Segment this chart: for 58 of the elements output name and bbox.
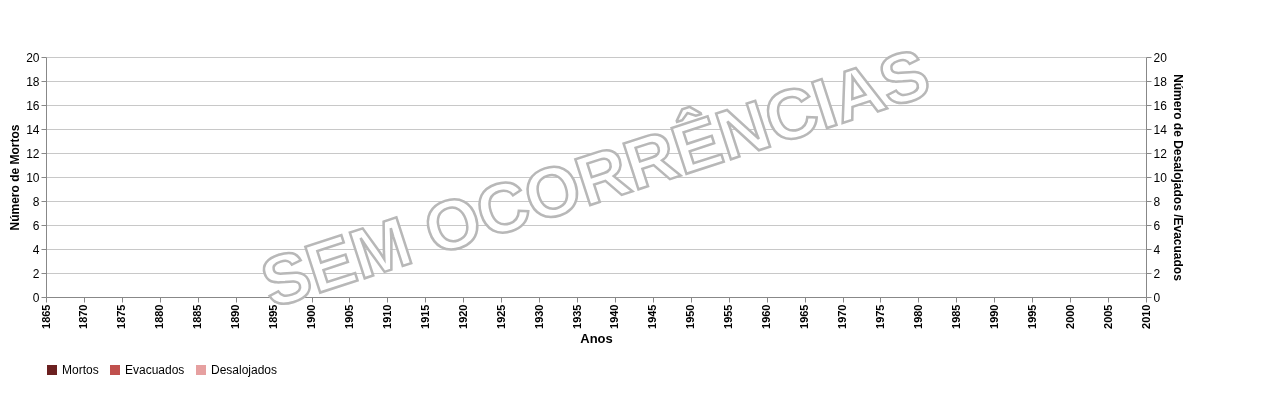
- y-tick-label: 16: [26, 98, 40, 113]
- x-tick-label: 1930: [532, 304, 545, 329]
- x-tick-label: 1900: [305, 304, 318, 329]
- legend-label: Mortos: [62, 363, 99, 377]
- x-tick-label: 1985: [949, 304, 962, 329]
- y-tick-label: 10: [26, 170, 40, 185]
- x-tick-label: 1905: [342, 304, 355, 329]
- y-tick-label: 14: [26, 122, 40, 137]
- legend-label: Evacuados: [125, 363, 185, 377]
- x-tick-label: 1870: [77, 304, 90, 329]
- x-tick-label: 1935: [570, 304, 583, 329]
- x-tick-label: 1990: [987, 304, 1000, 329]
- x-tick-label: 1915: [418, 304, 431, 329]
- y-tick-label: 6: [32, 218, 40, 233]
- y2-tick-label: 12: [1153, 146, 1168, 161]
- x-tick-label: 1975: [873, 304, 886, 329]
- x-tick-label: 1890: [229, 304, 242, 329]
- x-tick-label: 1880: [153, 304, 166, 329]
- x-tick-label: 2005: [1101, 304, 1114, 329]
- y2-tick-label: 2: [1153, 266, 1161, 281]
- y-axis-title: Número de Mortos: [8, 124, 23, 231]
- x-tick-label: 1925: [494, 304, 507, 329]
- y2-tick-label: 14: [1153, 122, 1168, 137]
- y-tick-label: 4: [32, 242, 40, 257]
- y-tick-label: 20: [26, 50, 40, 65]
- y2-axis-title: Número de Desalojados /Evacuados: [1170, 74, 1185, 282]
- x-tick-label: 1940: [608, 304, 621, 329]
- x-tick-label: 1950: [684, 304, 697, 329]
- x-tick-label: 1920: [456, 304, 469, 329]
- y-tick-label: 0: [32, 290, 40, 305]
- x-axis-title: Anos: [580, 330, 613, 346]
- y2-tick-label: 8: [1153, 194, 1161, 209]
- y2-tick-label: 4: [1153, 242, 1161, 257]
- x-tick-label: 1875: [115, 304, 128, 329]
- x-tick-label: 1995: [1025, 304, 1038, 329]
- x-tick-label: 2010: [1139, 304, 1152, 329]
- y-tick-label: 18: [26, 74, 40, 89]
- y2-tick-label: 6: [1153, 218, 1161, 233]
- x-tick-label: 2000: [1063, 304, 1076, 329]
- x-tick-label: 1955: [722, 304, 735, 329]
- y2-tick-label: 0: [1153, 290, 1161, 305]
- x-tick-label: 1885: [191, 304, 204, 329]
- y2-tick-label: 10: [1153, 170, 1168, 185]
- y-tick-label: 8: [32, 194, 40, 209]
- legend-label: Desalojados: [211, 363, 278, 377]
- x-tick-label: 1910: [380, 304, 393, 329]
- x-tick-label: 1895: [267, 304, 280, 329]
- y2-tick-label: 18: [1153, 74, 1168, 89]
- x-tick-label: 1945: [646, 304, 659, 329]
- y2-tick-label: 20: [1153, 50, 1168, 65]
- y-tick-label: 12: [26, 146, 40, 161]
- x-tick-label: 1865: [39, 304, 52, 329]
- x-tick-label: 1965: [798, 304, 811, 329]
- x-tick-label: 1970: [836, 304, 849, 329]
- y-tick-label: 2: [32, 266, 40, 281]
- x-tick-label: 1980: [911, 304, 924, 329]
- x-tick-label: 1960: [760, 304, 773, 329]
- y2-tick-label: 16: [1153, 98, 1168, 113]
